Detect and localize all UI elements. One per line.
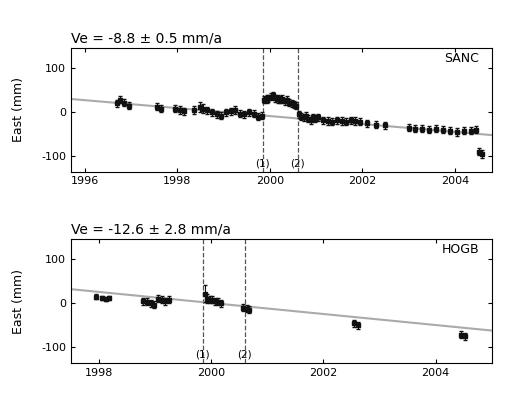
Text: HOGB: HOGB	[442, 243, 479, 256]
Y-axis label: East (mm): East (mm)	[12, 77, 25, 143]
Text: (2): (2)	[238, 349, 252, 359]
Text: (2): (2)	[290, 158, 305, 168]
Text: Ve = -12.6 ± 2.8 mm/a: Ve = -12.6 ± 2.8 mm/a	[71, 223, 231, 237]
Text: Ve = -8.8 ± 0.5 mm/a: Ve = -8.8 ± 0.5 mm/a	[71, 32, 222, 46]
Text: SANC: SANC	[444, 52, 479, 65]
Text: (1): (1)	[256, 158, 270, 168]
Y-axis label: East (mm): East (mm)	[12, 268, 25, 334]
Text: (1): (1)	[196, 349, 210, 359]
